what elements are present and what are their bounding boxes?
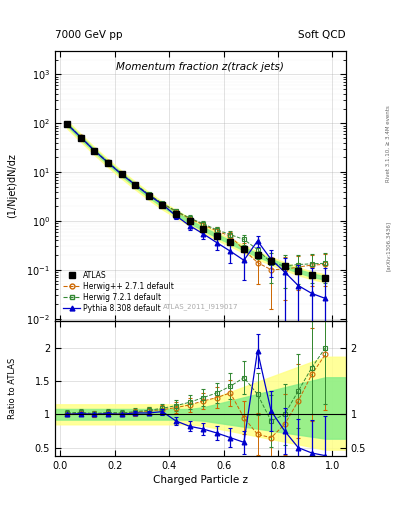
Text: ATLAS_2011_I919017: ATLAS_2011_I919017 [163,303,238,310]
Legend: ATLAS, Herwig++ 2.7.1 default, Herwig 7.2.1 default, Pythia 8.308 default: ATLAS, Herwig++ 2.7.1 default, Herwig 7.… [62,269,176,314]
Text: Momentum fraction z(track jets): Momentum fraction z(track jets) [116,62,285,72]
Text: Soft QCD: Soft QCD [298,30,346,40]
Text: 7000 GeV pp: 7000 GeV pp [55,30,123,40]
Y-axis label: (1/Njet)dN/dz: (1/Njet)dN/dz [7,154,17,219]
Text: Rivet 3.1.10, ≥ 3.4M events: Rivet 3.1.10, ≥ 3.4M events [386,105,391,182]
Text: [arXiv:1306.3436]: [arXiv:1306.3436] [386,221,391,271]
Y-axis label: Ratio to ATLAS: Ratio to ATLAS [8,358,17,419]
X-axis label: Charged Particle z: Charged Particle z [153,475,248,485]
